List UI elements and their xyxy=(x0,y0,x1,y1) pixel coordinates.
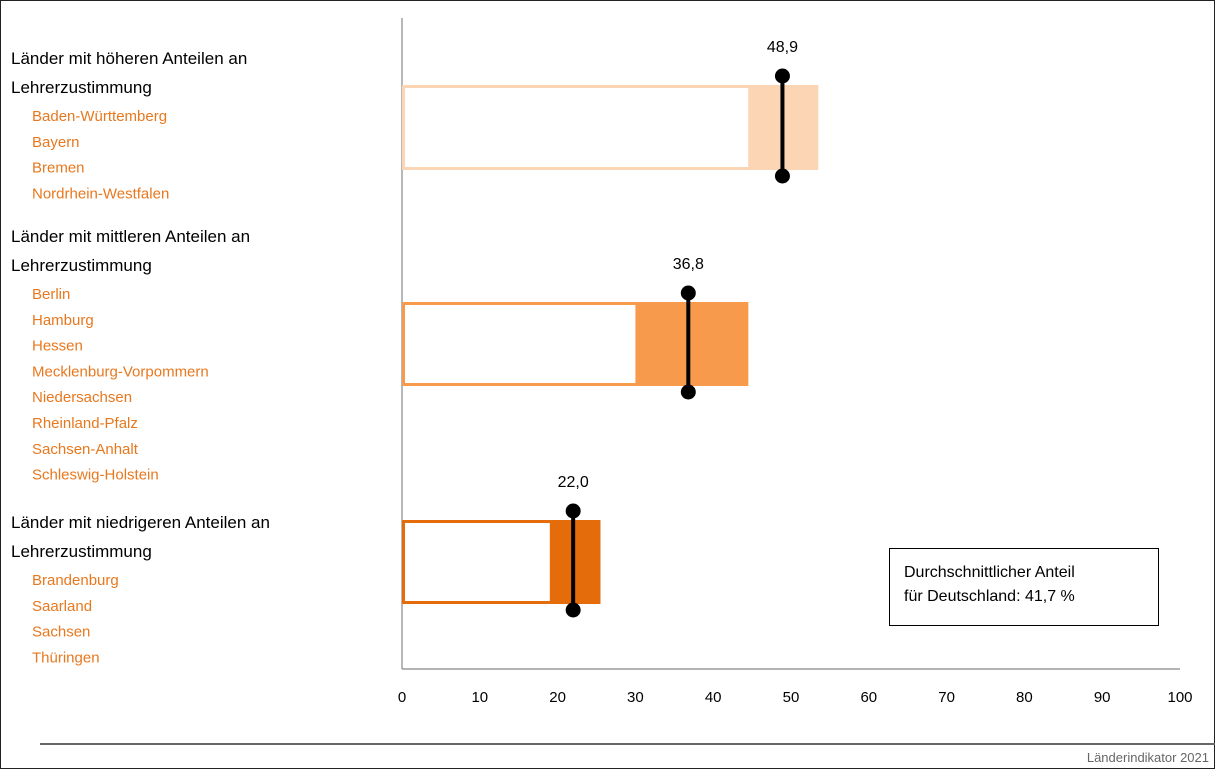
group-2-state-7: Sachsen-Anhalt xyxy=(32,441,139,458)
group-2-state-1: Berlin xyxy=(32,286,70,303)
group-3-state-1: Brandenburg xyxy=(32,572,119,589)
x-tick-label-70: 70 xyxy=(938,689,955,706)
group-1-state-1: Baden-Württemberg xyxy=(32,108,167,125)
group-1-range-outline xyxy=(402,85,819,170)
group-2-range-bar xyxy=(635,302,749,386)
x-tick-label-50: 50 xyxy=(783,689,800,706)
x-tick-label-30: 30 xyxy=(627,689,644,706)
group-1-state-3: Bremen xyxy=(32,160,85,177)
x-tick-label-20: 20 xyxy=(549,689,566,706)
group-1-title-line-1: Länder mit höheren Anteilen an xyxy=(11,49,247,68)
group-2-value-dot-bottom xyxy=(680,384,696,400)
group-2-state-4: Mecklenburg-Vorpommern xyxy=(32,363,209,380)
group-2-title-line-2: Lehrerzustimmung xyxy=(11,256,152,275)
group-3-state-3: Sachsen xyxy=(32,624,90,641)
x-tick-label-100: 100 xyxy=(1167,689,1192,706)
x-tick-label-10: 10 xyxy=(471,689,488,706)
group-2-value-dot-top xyxy=(680,285,696,301)
group-1-state-4: Nordrhein-Westfalen xyxy=(32,185,169,202)
group-3-state-4: Thüringen xyxy=(32,649,100,666)
group-2-state-5: Niedersachsen xyxy=(32,389,132,406)
average-annotation-box: Durchschnittlicher Anteil für Deutschlan… xyxy=(889,548,1159,626)
group-2-value-label: 36,8 xyxy=(673,256,704,273)
group-3-value-dot-bottom xyxy=(565,602,581,618)
group-1-value-label: 48,9 xyxy=(767,39,798,56)
group-2-title-line-1: Länder mit mittleren Anteilen an xyxy=(11,227,250,246)
annotation-line-2: für Deutschland: 41,7 % xyxy=(904,588,1075,605)
group-3-value-label: 22,0 xyxy=(558,474,589,491)
group-1-state-2: Bayern xyxy=(32,134,80,151)
group-2-state-2: Hamburg xyxy=(32,312,94,329)
group-1-value-dot-bottom xyxy=(774,168,790,184)
source-note: Länderindikator 2021 xyxy=(1086,750,1209,765)
group-1-value-dot-top xyxy=(774,68,790,84)
x-tick-label-60: 60 xyxy=(860,689,877,706)
footer-divider xyxy=(40,743,1215,745)
group-3-state-2: Saarland xyxy=(32,598,92,615)
group-3-value-dot-top xyxy=(565,503,581,519)
x-tick-label-80: 80 xyxy=(1016,689,1033,706)
group-1-title-line-2: Lehrerzustimmung xyxy=(11,78,152,97)
group-2-state-8: Schleswig-Holstein xyxy=(32,467,159,484)
group-3-title-line-1: Länder mit niedrigeren Anteilen an xyxy=(11,513,270,532)
group-3-title-line-2: Lehrerzustimmung xyxy=(11,542,152,561)
x-tick-label-0: 0 xyxy=(398,689,406,706)
x-tick-label-40: 40 xyxy=(705,689,722,706)
group-2-state-6: Rheinland-Pfalz xyxy=(32,415,138,432)
x-tick-label-90: 90 xyxy=(1094,689,1111,706)
annotation-line-1: Durchschnittlicher Anteil xyxy=(904,564,1075,581)
group-2-state-3: Hessen xyxy=(32,338,83,355)
